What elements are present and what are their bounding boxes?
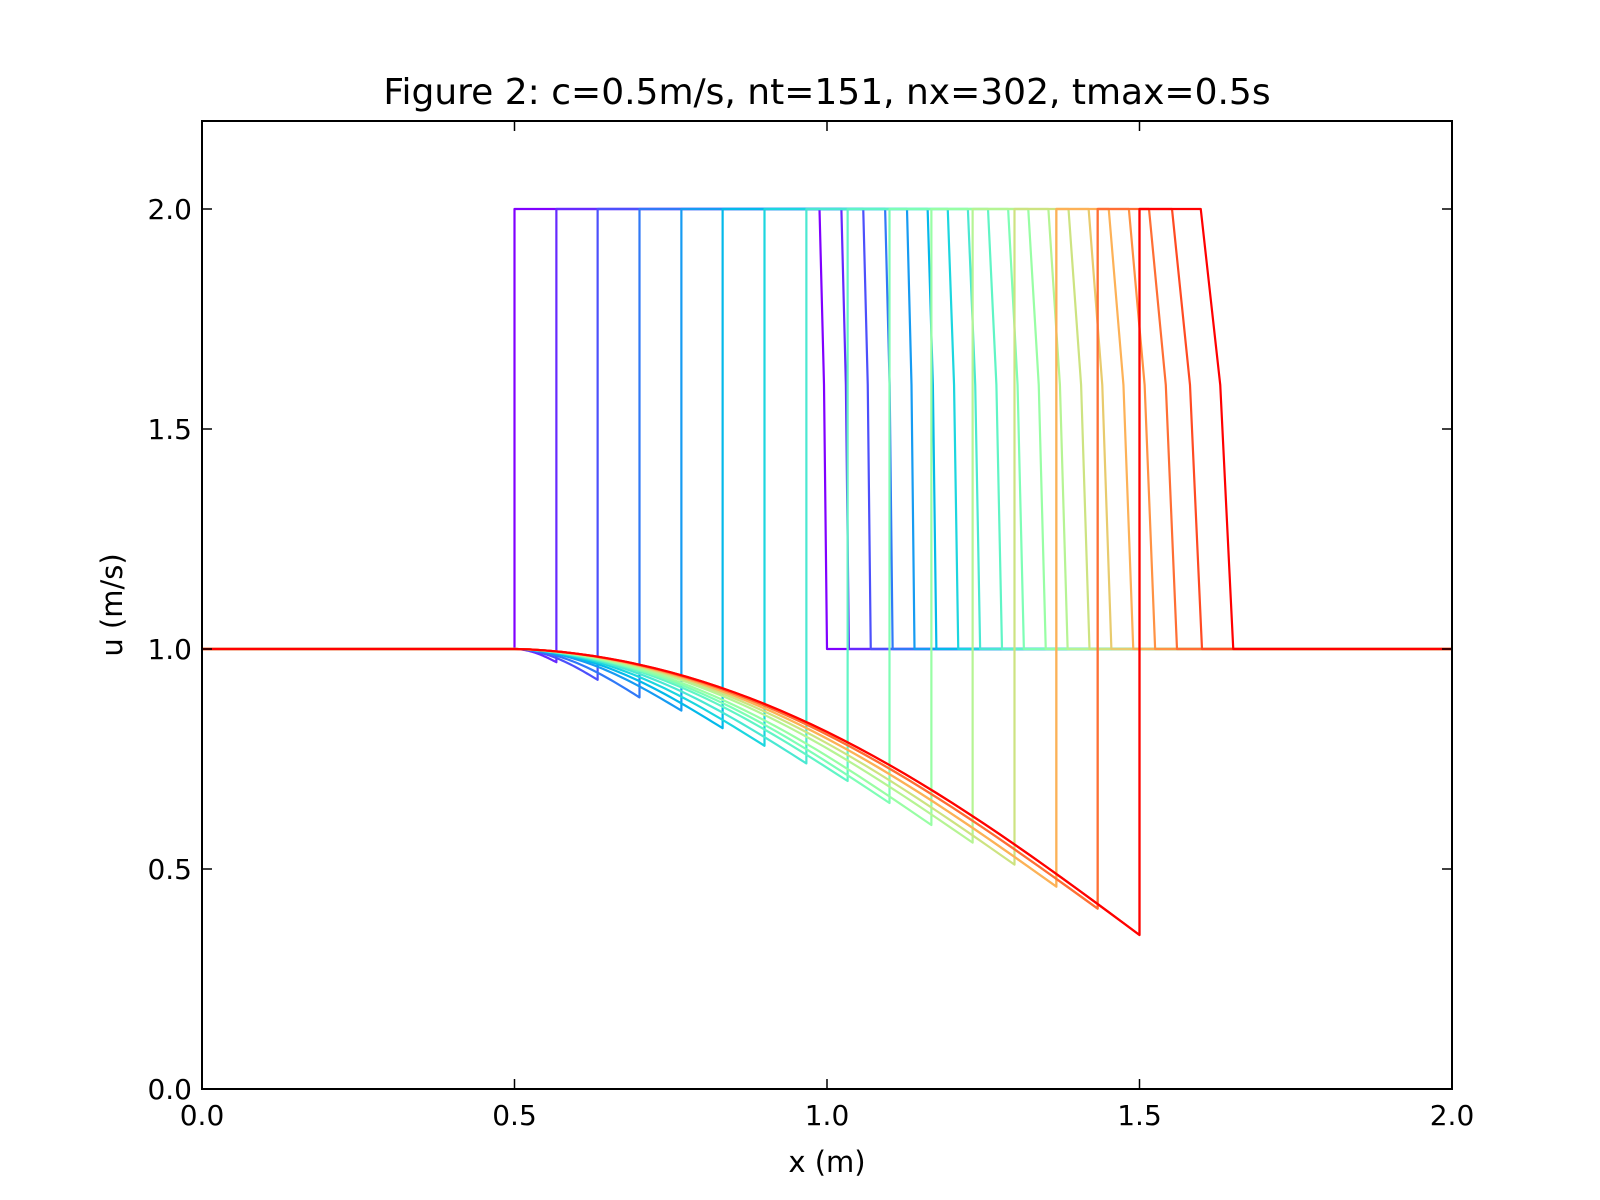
x-tick-label: 2.0 — [1430, 1099, 1475, 1132]
chart-title: Figure 2: c=0.5m/s, nt=151, nx=302, tmax… — [383, 72, 1270, 113]
series-line-18 — [202, 207, 1452, 937]
y-tick-label: 0.5 — [147, 853, 192, 886]
tick-layer: 0.0 0.5 1.0 1.5 2.0 0.0 0.5 1.0 1.5 2.0 — [147, 121, 1474, 1132]
x-tick-label: 1.5 — [1117, 1099, 1162, 1132]
y-tick-label: 2.0 — [147, 193, 192, 226]
x-tick-label: 1.0 — [805, 1099, 850, 1132]
x-tick-label: 0.5 — [492, 1099, 537, 1132]
y-tick-label: 1.5 — [147, 413, 192, 446]
x-axis-label: x (m) — [788, 1145, 865, 1179]
y-axis-label: u (m/s) — [95, 553, 129, 656]
y-tick-label: 1.0 — [147, 633, 192, 666]
x-tick-label: 0.0 — [180, 1099, 225, 1132]
y-tick-label: 0.0 — [147, 1073, 192, 1106]
series-layer — [202, 207, 1452, 937]
